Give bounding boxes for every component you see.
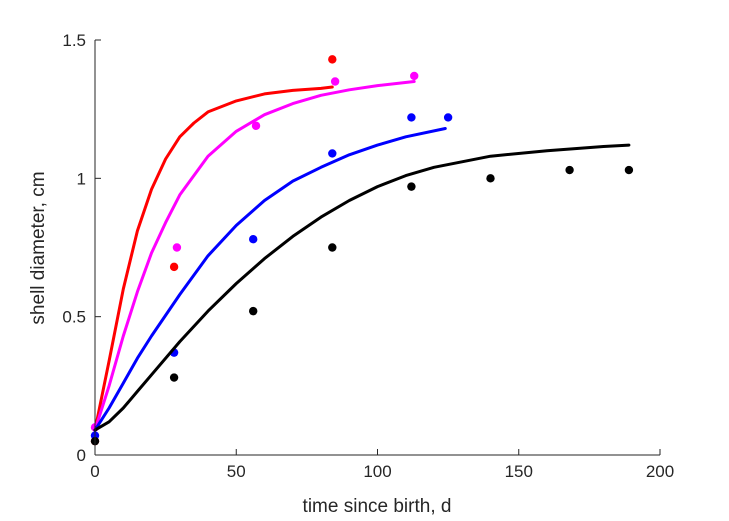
plot-area [90, 55, 634, 446]
data-point [443, 113, 453, 122]
data-point [410, 71, 419, 81]
x-tick-label: 150 [505, 462, 533, 481]
data-point [169, 262, 179, 272]
y-tick-label: 1.5 [62, 31, 86, 50]
y-axis-label: shell diameter, cm [28, 171, 49, 324]
data-point [407, 182, 416, 191]
series-3 [90, 143, 634, 446]
y-tick-label: 0.5 [62, 308, 86, 327]
data-point [169, 373, 179, 382]
data-point [328, 149, 337, 158]
data-point [407, 113, 416, 122]
fit-curve [93, 80, 416, 432]
fit-curve [93, 143, 631, 432]
data-point [328, 55, 337, 64]
x-tick-label: 0 [90, 462, 99, 481]
data-point [172, 243, 182, 252]
y-tick-label: 1 [77, 169, 86, 188]
x-tick-label: 200 [646, 462, 674, 481]
data-point [486, 174, 495, 183]
fit-curve [93, 85, 334, 432]
x-tick-label: 100 [363, 462, 391, 481]
data-point [330, 77, 340, 86]
series-2 [90, 113, 453, 440]
y-tick-label: 0 [77, 446, 86, 465]
x-tick-label: 50 [227, 462, 246, 481]
data-point [565, 165, 574, 175]
x-axis-label: time since birth, d [303, 496, 452, 517]
data-point [328, 243, 337, 252]
data-point [251, 121, 261, 130]
data-point [624, 165, 634, 175]
data-point [249, 306, 258, 316]
fit-curve [93, 127, 447, 432]
data-point [249, 235, 258, 244]
ticks: 0 50 100 150 200 0 0.5 1 1.5 [62, 31, 674, 481]
series-1 [90, 71, 419, 432]
